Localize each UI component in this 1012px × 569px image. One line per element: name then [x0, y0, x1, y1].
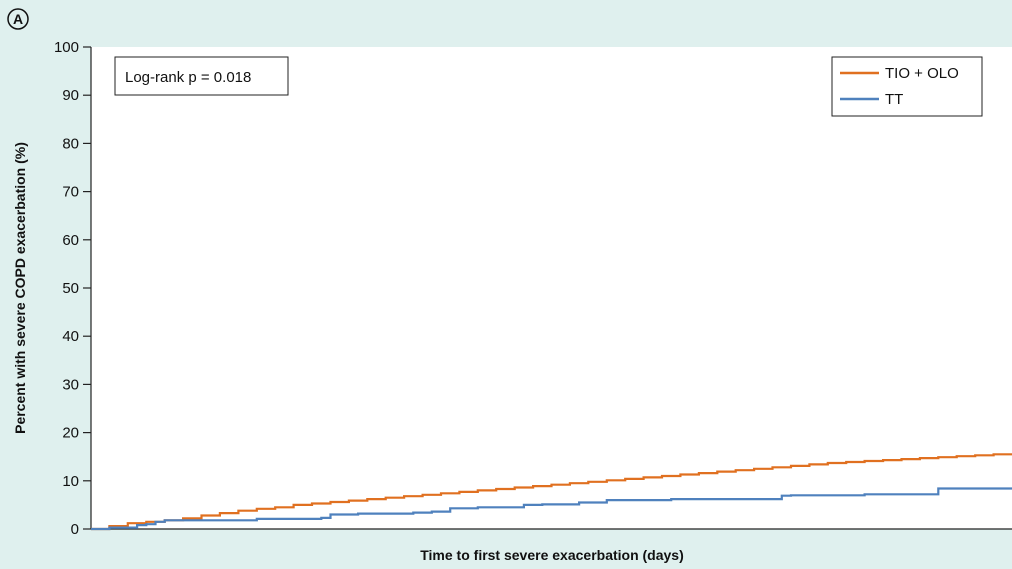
logrank-annotation: Log-rank p = 0.018: [125, 69, 251, 86]
y-tick-label: 80: [62, 135, 79, 152]
panel-label-circle: [7, 8, 29, 30]
y-tick-label: 50: [62, 280, 79, 297]
panel-label: A: [13, 11, 23, 27]
y-axis-title: Percent with severe COPD exacerbation (%…: [12, 142, 28, 434]
series-line-tio-olo: [91, 453, 1012, 531]
series-line-tt: [91, 487, 1012, 531]
y-tick-label: 60: [62, 232, 79, 249]
x-axis-title: Time to first severe exacerbation (days): [420, 547, 684, 563]
y-tick-label: 100: [54, 39, 79, 56]
plot-area: [91, 47, 1012, 529]
legend: [831, 56, 983, 117]
y-axis-ticks: 0 10 20 30 40 50 60 70 80 90 100: [54, 39, 91, 538]
y-tick-label: 90: [62, 87, 79, 104]
y-tick-label: 10: [62, 473, 79, 490]
y-tick-label: 20: [62, 425, 79, 442]
y-tick-label: 0: [71, 521, 79, 538]
series-group: [91, 453, 1012, 531]
y-tick-label: 30: [62, 376, 79, 393]
legend-label-tt: TT: [885, 91, 903, 108]
legend-label-tio-olo: TIO + OLO: [885, 65, 959, 82]
logrank-box: [114, 56, 289, 96]
y-tick-label: 40: [62, 328, 79, 345]
y-tick-label: 70: [62, 184, 79, 201]
